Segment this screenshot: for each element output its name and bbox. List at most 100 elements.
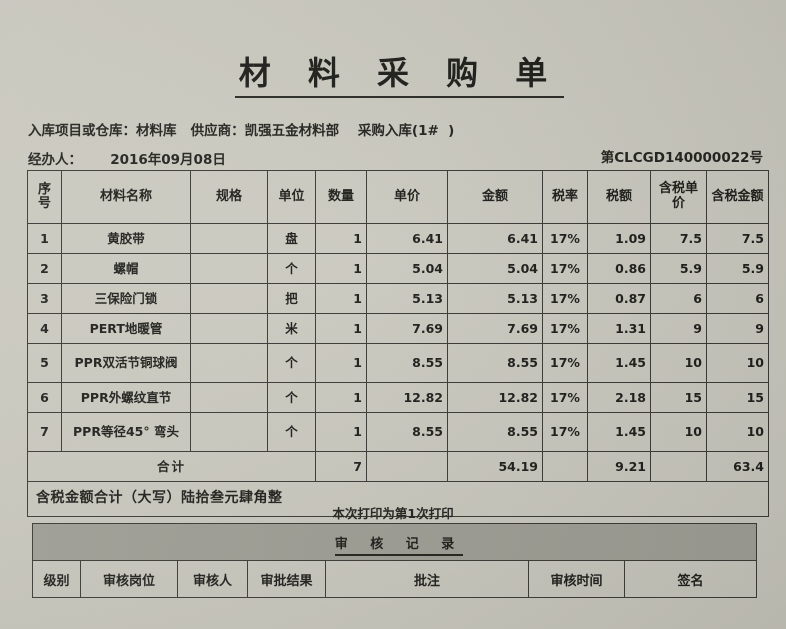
row-cell-price: 5.13: [366, 283, 448, 314]
table-row: 7 PPR等径45° 弯头个 1 8.55 8.55 17% 1.45 10 10: [27, 412, 769, 452]
row-cell-tax-amount: 1.09: [587, 223, 651, 254]
row-cell-amount: 6.41: [447, 223, 543, 254]
row-cell-tax-rate: 17%: [542, 313, 588, 344]
row-cell-price-incl: 15: [650, 382, 707, 413]
row-cell-tax-rate: 17%: [542, 283, 588, 314]
col-header-seq-line2: 号: [37, 196, 51, 211]
row-cell-price-incl: 7.5: [650, 223, 707, 254]
row-cell-amount-incl: 5.9: [706, 253, 769, 284]
row-cell-unit: 个: [267, 412, 316, 452]
row-cell-spec: [190, 343, 268, 383]
audit-col-result: 审批结果: [247, 560, 326, 598]
row-cell-amount-incl: 9: [706, 313, 769, 344]
row-cell-price-incl: 6: [650, 283, 707, 314]
audit-col-auditor: 审核人: [177, 560, 248, 598]
row-cell-name: PERT地暖管: [61, 313, 191, 344]
col-header-seq-line1: 序: [37, 182, 51, 198]
table-total-row: 合计 7 54.19 9.21 63.4: [27, 451, 769, 482]
row-cell-name: 黄胶带: [61, 223, 191, 254]
total-tax-rate: [542, 451, 588, 482]
row-cell-qty: 1: [315, 343, 367, 383]
row-cell-tax-amount: 1.45: [587, 343, 651, 383]
row-cell-seq: 1: [27, 223, 62, 254]
row-cell-amount: 5.04: [447, 253, 543, 284]
audit-record-table: 审 核 记 录 级别 审核岗位 审核人 审批结果 批注 审核时间 签名: [31, 523, 758, 598]
row-cell-price: 8.55: [366, 412, 448, 452]
row-cell-tax-amount: 1.31: [587, 313, 651, 344]
document-number: 第CLCGD140000022号: [600, 150, 763, 166]
row-cell-unit: 个: [267, 343, 316, 383]
table-row: 6 PPR外螺纹直节个 1 12.82 12.82 17% 2.18 15 15: [27, 382, 769, 413]
col-header-spec: 规格: [190, 170, 268, 224]
row-cell-price-incl: 5.9: [650, 253, 707, 284]
row-cell-unit: 个: [267, 253, 316, 284]
audit-title-text: 审 核 记 录: [334, 536, 464, 556]
print-count-note: 本次打印为第1次打印: [332, 506, 454, 521]
audit-header-row: 级别 审核岗位 审核人 审批结果 批注 审核时间 签名: [32, 560, 758, 598]
row-cell-tax-amount: 2.18: [587, 382, 651, 413]
row-cell-tax-rate: 17%: [542, 343, 588, 383]
row-cell-tax-rate: 17%: [542, 382, 588, 413]
row-cell-seq: 7: [27, 412, 62, 452]
row-cell-amount: 5.13: [447, 283, 543, 314]
row-cell-price-incl: 9: [650, 313, 707, 344]
row-cell-unit: 米: [267, 313, 316, 344]
audit-col-signature: 签名: [623, 560, 758, 598]
col-header-amount: 金额: [447, 170, 543, 224]
row-cell-spec: [190, 412, 268, 452]
row-cell-unit: 个: [267, 382, 316, 413]
table-header-row: 序 号 材料名称 规格 单位 数量 单价 金额 税率 税额 含税单价 含税金额: [27, 170, 769, 224]
row-cell-tax-rate: 17%: [542, 412, 588, 452]
row-cell-name: 三保险门锁: [61, 283, 191, 314]
row-cell-amount: 7.69: [447, 313, 543, 344]
total-label: 合计: [27, 451, 316, 482]
row-cell-amount-incl: 7.5: [706, 223, 769, 254]
row-cell-seq: 5: [27, 343, 62, 383]
row-cell-amount-incl: 15: [706, 382, 769, 413]
row-cell-price: 12.82: [366, 382, 448, 413]
row-cell-qty: 1: [315, 313, 367, 344]
total-price: [366, 451, 448, 482]
row-cell-name: PPR双活节铜球阀: [61, 343, 191, 383]
audit-title: 审 核 记 录: [31, 523, 758, 561]
amount-in-words-row: 含税金额合计（大写）陆拾叁元肆角整: [27, 481, 769, 517]
total-qty: 7: [315, 451, 367, 482]
row-cell-seq: 4: [27, 313, 62, 344]
row-cell-seq: 6: [27, 382, 62, 413]
col-header-seq: 序 号: [27, 170, 62, 224]
row-cell-name: PPR等径45° 弯头: [61, 412, 191, 452]
row-cell-price-incl: 10: [650, 343, 707, 383]
row-cell-unit: 把: [267, 283, 316, 314]
col-header-tax-rate: 税率: [542, 170, 588, 224]
row-cell-name: PPR外螺纹直节: [61, 382, 191, 413]
total-amount: 54.19: [447, 451, 543, 482]
row-cell-spec: [190, 283, 268, 314]
row-cell-seq: 2: [27, 253, 62, 284]
row-cell-spec: [190, 223, 268, 254]
col-header-tax-amount: 税额: [587, 170, 651, 224]
amount-in-words: 含税金额合计（大写）陆拾叁元肆角整: [27, 481, 769, 517]
row-cell-qty: 1: [315, 253, 367, 284]
row-cell-tax-amount: 1.45: [587, 412, 651, 452]
row-cell-price: 7.69: [366, 313, 448, 344]
col-header-name: 材料名称: [61, 170, 191, 224]
page-title: 材 料 采 购 单: [0, 48, 786, 98]
col-header-amount-incl: 含税金额: [706, 170, 769, 224]
row-cell-spec: [190, 382, 268, 413]
table-row: 3 三保险门锁把 1 5.13 5.13 17% 0.87 6 6: [27, 283, 769, 314]
row-cell-price-incl: 10: [650, 412, 707, 452]
audit-col-level: 级别: [32, 560, 81, 598]
total-price-incl: [650, 451, 707, 482]
table-row: 1 黄胶带盘 1 6.41 6.41 17% 1.09 7.5 7.5: [27, 223, 769, 254]
total-tax-amount: 9.21: [587, 451, 651, 482]
audit-col-remark: 批注: [325, 560, 529, 598]
table-row: 2 螺帽个 1 5.04 5.04 17% 0.86 5.9 5.9: [27, 253, 769, 284]
row-cell-spec: [190, 313, 268, 344]
row-cell-tax-amount: 0.86: [587, 253, 651, 284]
page-title-text: 材 料 采 购 单: [234, 54, 565, 98]
row-cell-spec: [190, 253, 268, 284]
table-row: 4 PERT地暖管米 1 7.69 7.69 17% 1.31 9 9: [27, 313, 769, 344]
warehouse-supplier-line: 入库项目或仓库：材料库 供应商：凯强五金材料部 采购入库(1# ): [28, 123, 455, 139]
row-cell-qty: 1: [315, 382, 367, 413]
